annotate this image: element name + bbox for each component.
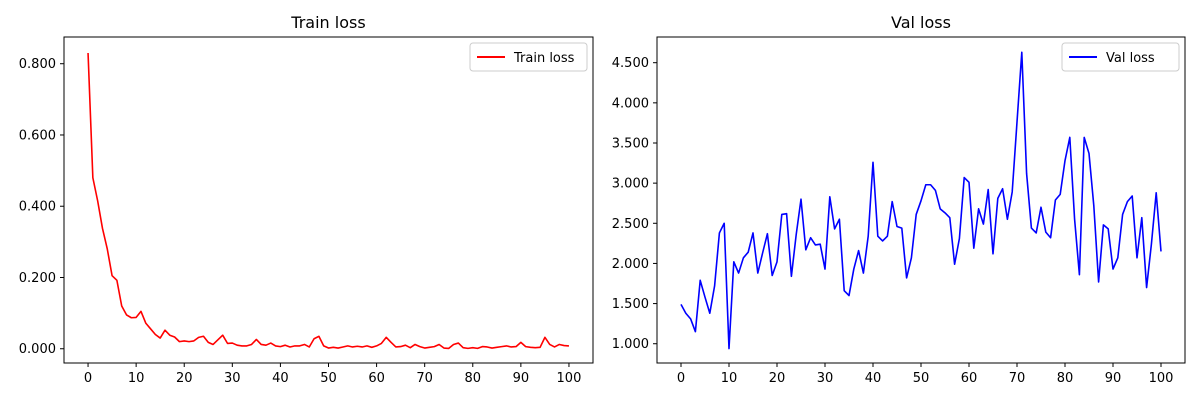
x-tick-label: 30 [224, 371, 241, 386]
x-tick-label: 10 [721, 371, 738, 386]
x-tick-label: 70 [416, 371, 433, 386]
x-tick-label: 70 [1009, 371, 1026, 386]
x-tick-label: 40 [865, 371, 882, 386]
x-tick-label: 40 [272, 371, 289, 386]
y-tick-label: 0.200 [19, 271, 56, 286]
x-tick-label: 0 [84, 371, 92, 386]
legend-label: Train loss [513, 51, 575, 66]
x-tick-label: 100 [1149, 371, 1174, 386]
y-tick-label: 1.000 [612, 337, 649, 352]
axes-frame [656, 36, 1186, 364]
x-tick-label: 100 [557, 371, 582, 386]
x-tick-label: 30 [817, 371, 834, 386]
y-tick-label: 4.000 [612, 96, 649, 111]
y-tick-label: 2.000 [612, 257, 649, 272]
y-tick-label: 3.500 [612, 136, 649, 151]
x-tick-label: 80 [1057, 371, 1074, 386]
x-tick-label: 0 [677, 371, 685, 386]
y-tick-label: 0.600 [19, 128, 56, 143]
y-tick-label: 3.000 [612, 177, 649, 192]
x-tick-label: 90 [513, 371, 530, 386]
legend-label: Val loss [1106, 51, 1155, 66]
x-tick-label: 20 [769, 371, 786, 386]
y-tick-label: 0.000 [19, 342, 56, 357]
x-tick-label: 20 [176, 371, 193, 386]
y-tick-label: 2.500 [612, 217, 649, 232]
x-tick-label: 50 [320, 371, 337, 386]
legend-box [1061, 42, 1180, 72]
x-tick-label: 90 [1105, 371, 1122, 386]
series-line-val-loss [680, 51, 1162, 350]
legend: Val loss [1061, 42, 1180, 72]
val-loss-chart: Val loss 0 10 20 30 40 50 60 70 80 90 100 1.000 1.500… [612, 13, 1186, 386]
x-tick-label: 60 [368, 371, 385, 386]
series-line-train-loss [87, 52, 570, 350]
x-tick-label: 80 [464, 371, 481, 386]
axes-frame [63, 36, 594, 364]
x-tick-label: 10 [128, 371, 145, 386]
train-loss-chart: Train loss 0 10 20 30 40 50 60 70 80 90 100 0.000 0.2… [19, 13, 594, 386]
legend-box [469, 42, 588, 72]
x-tick-label: 60 [961, 371, 978, 386]
x-tick-label: 50 [913, 371, 930, 386]
chart-title: Val loss [891, 13, 951, 32]
y-tick-label: 0.800 [19, 57, 56, 72]
legend: Train loss [469, 42, 588, 72]
y-tick-label: 1.500 [612, 297, 649, 312]
chart-title: Train loss [290, 13, 365, 32]
y-tick-label: 4.500 [612, 56, 649, 71]
y-tick-label: 0.400 [19, 200, 56, 215]
